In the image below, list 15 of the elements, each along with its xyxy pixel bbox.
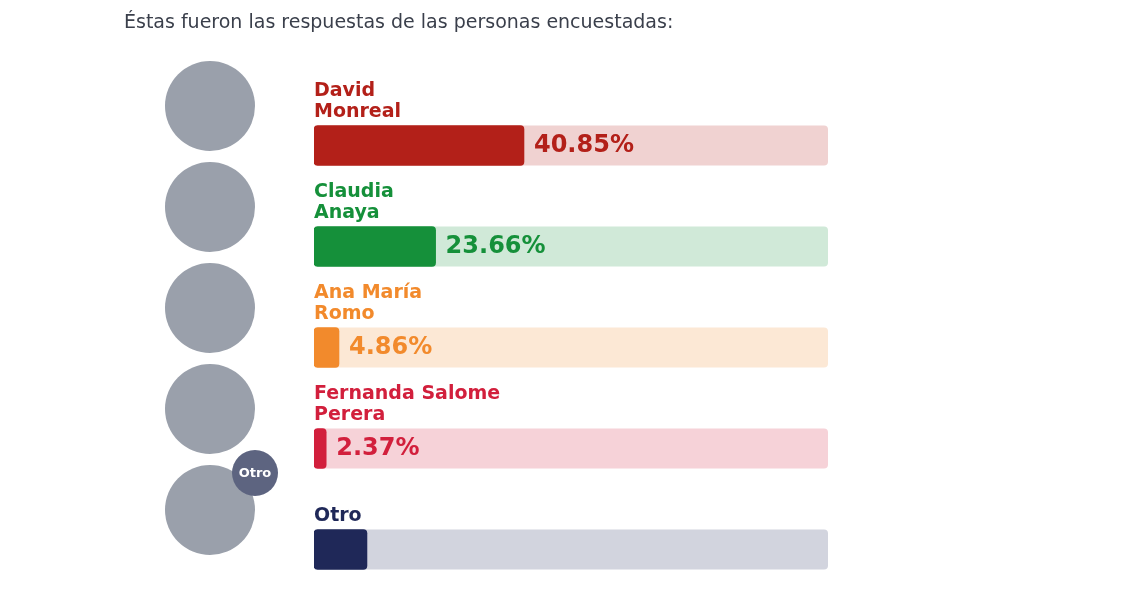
y-tick-label: David Monreal [314,77,402,121]
y-tick-label: Ana María Romo [314,279,423,323]
data-label: 23.66% [445,230,546,259]
data-label: 40.85% [533,129,634,158]
bar [314,428,327,469]
text: Otro [232,449,278,496]
data-label: 2.37% [336,432,420,461]
chart-subtitle: Éstas fueron las respuestas de las personas encuestadas: [124,10,674,32]
bar [314,529,368,570]
bar [314,327,340,368]
y-tick-label: Claudia Anaya [314,178,394,222]
data-label: 4.86% [348,331,433,360]
y-tick-label: Otro [314,502,362,525]
bar [314,226,436,267]
y-tick-label: Fernanda Salome Perera [314,380,501,424]
